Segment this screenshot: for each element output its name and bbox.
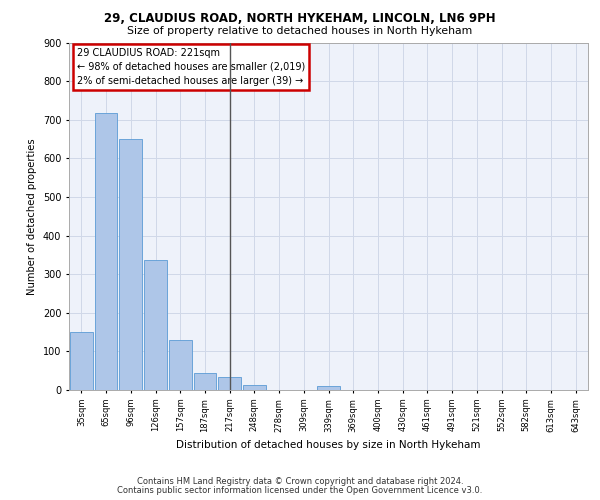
Text: 29 CLAUDIUS ROAD: 221sqm
← 98% of detached houses are smaller (2,019)
2% of semi: 29 CLAUDIUS ROAD: 221sqm ← 98% of detach… <box>77 48 305 86</box>
X-axis label: Distribution of detached houses by size in North Hykeham: Distribution of detached houses by size … <box>176 440 481 450</box>
Bar <box>169 340 191 390</box>
Bar <box>70 332 93 390</box>
Text: Contains public sector information licensed under the Open Government Licence v3: Contains public sector information licen… <box>118 486 482 495</box>
Bar <box>243 384 266 390</box>
Bar <box>144 260 167 390</box>
Bar <box>194 372 216 390</box>
Bar <box>119 138 142 390</box>
Text: Contains HM Land Registry data © Crown copyright and database right 2024.: Contains HM Land Registry data © Crown c… <box>137 477 463 486</box>
Text: 29, CLAUDIUS ROAD, NORTH HYKEHAM, LINCOLN, LN6 9PH: 29, CLAUDIUS ROAD, NORTH HYKEHAM, LINCOL… <box>104 12 496 26</box>
Bar <box>218 378 241 390</box>
Y-axis label: Number of detached properties: Number of detached properties <box>28 138 37 294</box>
Text: Size of property relative to detached houses in North Hykeham: Size of property relative to detached ho… <box>127 26 473 36</box>
Bar <box>317 386 340 390</box>
Bar <box>95 113 118 390</box>
